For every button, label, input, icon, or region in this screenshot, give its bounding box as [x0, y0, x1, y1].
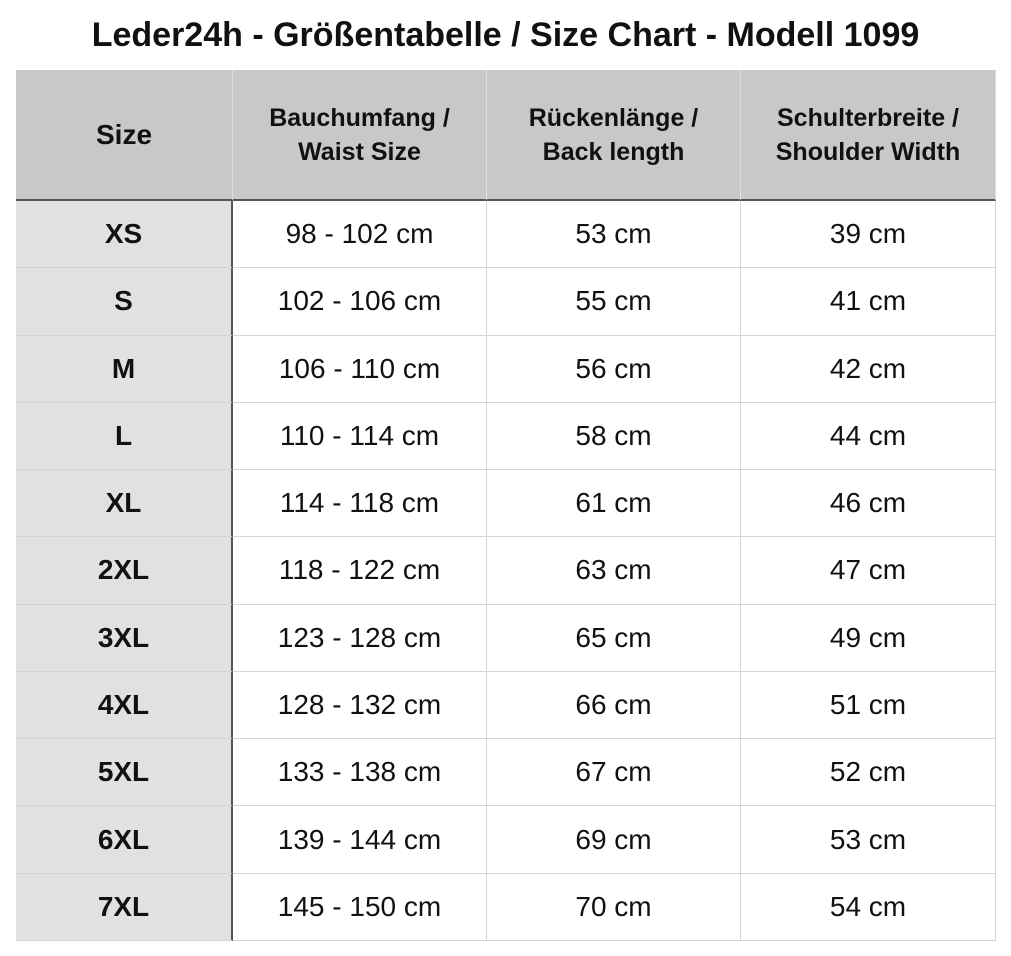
value-cell: 52 cm: [741, 739, 996, 807]
size-cell: M: [16, 335, 233, 403]
header-cell: Schulterbreite / Shoulder Width: [741, 70, 996, 201]
value-cell: 67 cm: [487, 739, 741, 807]
header-text: Waist Size: [298, 137, 421, 166]
value-cell: 139 - 144 cm: [233, 806, 487, 874]
size-cell: 6XL: [16, 806, 233, 874]
value-cell: 133 - 138 cm: [233, 739, 487, 807]
value-cell: 106 - 110 cm: [233, 335, 487, 403]
value-cell: 63 cm: [487, 537, 741, 605]
value-cell: 98 - 102 cm: [233, 201, 487, 269]
title: Leder24h - Größentabelle / Size Chart - …: [91, 16, 920, 54]
value-cell: 56 cm: [487, 335, 741, 403]
value-cell: 39 cm: [741, 201, 996, 269]
size-cell: 4XL: [16, 671, 233, 740]
size-cell: 3XL: [16, 604, 233, 672]
value-cell: 61 cm: [487, 470, 741, 538]
value-cell: 46 cm: [741, 470, 996, 538]
value-cell: 55 cm: [487, 268, 741, 336]
header-text: Rückenlänge /: [528, 103, 699, 132]
header-text: Shoulder Width: [775, 137, 961, 166]
value-cell: 53 cm: [487, 201, 741, 269]
size-cell: L: [16, 402, 233, 471]
value-cell: 44 cm: [741, 402, 996, 471]
size-cell: 7XL: [16, 873, 233, 941]
size-table: Size Bauchumfang / Waist Size Rückenlänge /…: [16, 70, 996, 941]
size-cell: 5XL: [16, 739, 233, 807]
size-cell: XL: [16, 470, 233, 538]
size-cell: S: [16, 268, 233, 336]
size-cell: 2XL: [16, 537, 233, 605]
value-cell: 65 cm: [487, 604, 741, 672]
value-cell: 53 cm: [741, 806, 996, 874]
value-cell: 66 cm: [487, 671, 741, 740]
value-cell: 54 cm: [741, 873, 996, 941]
value-cell: 42 cm: [741, 335, 996, 403]
header-text: Bauchumfang /: [269, 103, 450, 132]
value-cell: 69 cm: [487, 806, 741, 874]
value-cell: 49 cm: [741, 604, 996, 672]
value-cell: 47 cm: [741, 537, 996, 605]
header-text: Schulterbreite /: [777, 103, 959, 132]
value-cell: 123 - 128 cm: [233, 604, 487, 672]
header-text: Back length: [542, 137, 685, 166]
value-cell: 145 - 150 cm: [233, 873, 487, 941]
value-cell: 102 - 106 cm: [233, 268, 487, 336]
value-cell: 41 cm: [741, 268, 996, 336]
header-cell: Bauchumfang / Waist Size: [233, 70, 487, 201]
value-cell: 70 cm: [487, 873, 741, 941]
header-cell: Rückenlänge / Back length: [487, 70, 741, 201]
value-cell: 58 cm: [487, 402, 741, 471]
value-cell: 118 - 122 cm: [233, 537, 487, 605]
header-cell: Size: [16, 70, 233, 201]
value-cell: 110 - 114 cm: [233, 402, 487, 471]
header-text: Size: [95, 118, 153, 150]
value-cell: 51 cm: [741, 671, 996, 740]
size-cell: XS: [16, 201, 233, 269]
value-cell: 128 - 132 cm: [233, 671, 487, 740]
value-cell: 114 - 118 cm: [233, 470, 487, 538]
